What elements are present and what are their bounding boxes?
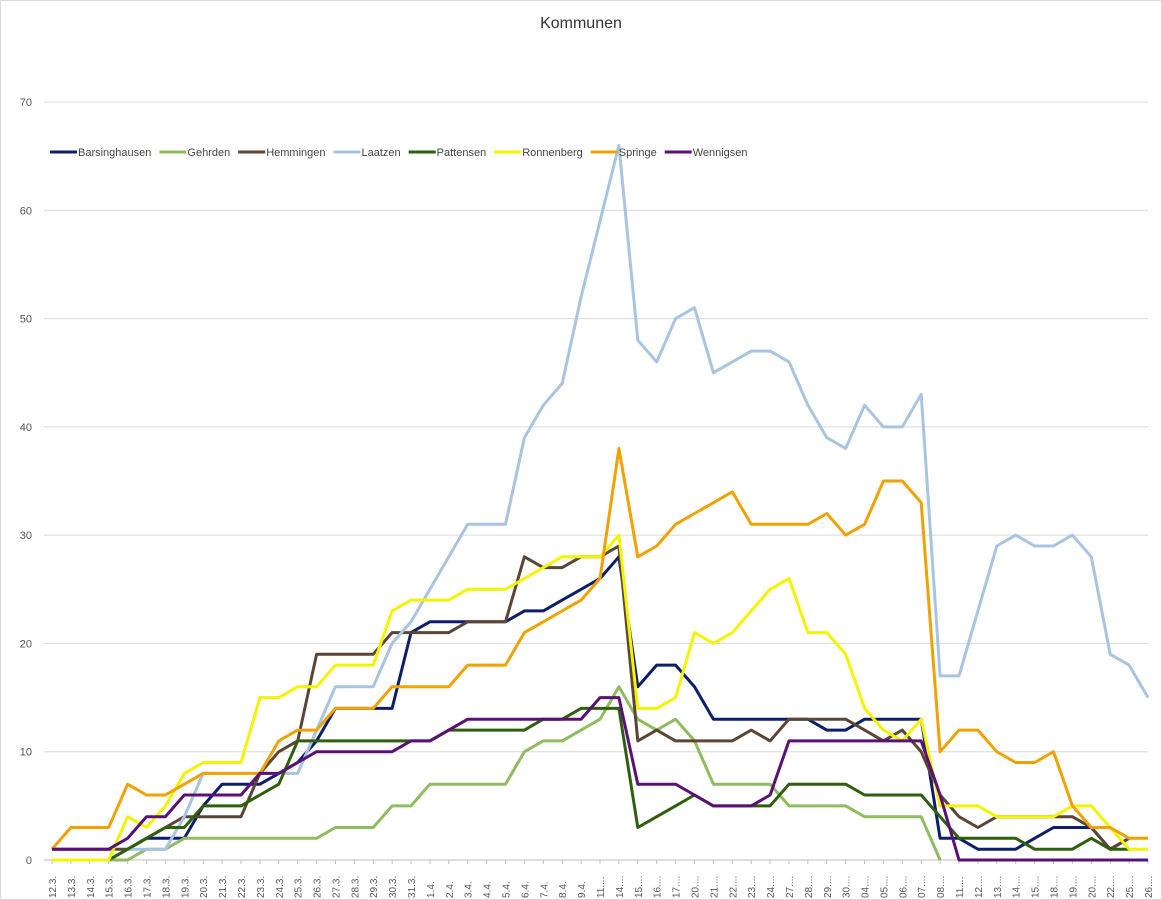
x-tick-label: 28.3. — [350, 876, 361, 898]
x-tick-label: 19.3. — [180, 876, 191, 898]
series-lines — [50, 143, 1150, 862]
x-tick-label: 4.4. — [483, 881, 494, 898]
series-line-gehrden — [52, 685, 942, 862]
y-axis-ticks: 0 10 20 30 40 50 60 70 — [20, 97, 32, 867]
x-tick-label: 12.3. — [48, 876, 59, 898]
y-tick-label: 50 — [20, 314, 32, 326]
x-tick-label: 22.3. — [237, 876, 248, 898]
legend-label: Barsinghausen — [78, 147, 151, 159]
y-tick-label: 20 — [20, 638, 32, 650]
gridlines — [44, 101, 1148, 861]
x-tick-label: 23.... — [747, 876, 758, 898]
legend-item-hemmingen: Hemmingen — [238, 147, 326, 159]
y-tick-label: 70 — [20, 97, 32, 109]
legend-item-gehrden: Gehrden — [159, 147, 230, 159]
x-tick-label: 06.... — [898, 876, 909, 898]
x-tick-label: 27.... — [785, 876, 796, 898]
x-tick-label: 14.3. — [86, 876, 97, 898]
x-tick-label: 11.... — [955, 877, 966, 899]
x-tick-label: 16.... — [653, 876, 664, 898]
x-tick-label: 13.... — [993, 876, 1004, 898]
series-line-barsinghausen — [52, 555, 1130, 862]
series-line-ronnenberg — [52, 533, 1148, 862]
x-tick-label: 21.... — [709, 876, 720, 898]
y-tick-label: 40 — [20, 422, 32, 434]
x-tick-label: 21.3. — [218, 876, 229, 898]
legend-label: Springe — [619, 147, 657, 159]
x-tick-label: 30.... — [842, 876, 853, 898]
x-tick-label: 28.... — [804, 876, 815, 898]
y-tick-label: 60 — [20, 205, 32, 217]
x-tick-label: 05.... — [879, 876, 890, 898]
x-axis-ticks: 12.3. 13.3. 14.3. 15.3. 16.3. 17.3. 18.3. 19.3.… — [48, 860, 1155, 898]
legend-label: Gehrden — [187, 147, 230, 159]
x-tick-label: 17.3. — [142, 876, 153, 898]
series-line-springe — [50, 447, 1148, 851]
legend-item-barsinghausen: Barsinghausen — [50, 147, 151, 159]
x-tick-label: 8.4. — [558, 881, 569, 898]
legend-label: Pattensen — [437, 147, 487, 159]
x-tick-label: 24.3. — [275, 876, 286, 898]
x-tick-label: 22.... — [728, 876, 739, 898]
legend-item-springe: Springe — [590, 147, 657, 159]
x-tick-label: 17.... — [672, 876, 683, 898]
legend-item-wennigsen: Wennigsen — [664, 147, 748, 159]
x-tick-label: 6.4. — [520, 881, 531, 898]
x-tick-label: 29.... — [823, 876, 834, 898]
x-tick-label: 15.... — [634, 876, 645, 898]
x-tick-label: 7.4. — [539, 881, 550, 898]
x-tick-label: 26.... — [1144, 876, 1155, 898]
x-tick-label: 27.3. — [331, 876, 342, 898]
x-tick-label: 08.... — [936, 876, 947, 898]
series-line-wennigsen — [52, 696, 1148, 862]
x-tick-label: 11.... — [596, 877, 607, 899]
legend: Barsinghausen Gehrden Hemmingen Laatzen Patt… — [50, 147, 748, 159]
x-tick-label: 13.3. — [67, 876, 78, 898]
x-tick-label: 25.... — [1125, 876, 1136, 898]
legend-label: Wennigsen — [693, 147, 748, 159]
x-tick-label: 31.3. — [407, 876, 418, 898]
x-tick-label: 5.4. — [502, 881, 513, 898]
x-tick-label: 1.4. — [426, 881, 437, 898]
x-tick-label: 18.3. — [161, 876, 172, 898]
x-tick-label: 29.3. — [369, 876, 380, 898]
x-tick-label: 15.3. — [105, 876, 116, 898]
y-tick-label: 30 — [20, 530, 32, 542]
x-tick-label: 22.... — [1106, 876, 1117, 898]
x-tick-label: 18.... — [1050, 876, 1061, 898]
x-tick-label: 24.... — [766, 876, 777, 898]
x-tick-label: 20.3. — [199, 876, 210, 898]
legend-item-pattensen: Pattensen — [408, 147, 487, 159]
chart-title: Kommunen — [540, 15, 622, 32]
series-line-laatzen — [52, 143, 1150, 862]
y-tick-label: 10 — [20, 747, 32, 759]
legend-label: Laatzen — [362, 147, 401, 159]
legend-label: Hemmingen — [266, 147, 325, 159]
x-tick-label: 23.3. — [256, 876, 267, 898]
x-tick-label: 15.... — [1031, 876, 1042, 898]
x-tick-label: 25.3. — [294, 876, 305, 898]
x-tick-label: 07.... — [917, 876, 928, 898]
x-tick-label: 04.... — [861, 876, 872, 898]
x-tick-label: 19.... — [1068, 876, 1079, 898]
x-tick-label: 26.3. — [313, 876, 324, 898]
legend-label: Ronnenberg — [522, 147, 583, 159]
y-tick-label: 0 — [26, 855, 32, 867]
x-tick-label: 20.... — [1087, 876, 1098, 898]
x-tick-label: 2.4. — [445, 881, 456, 898]
legend-item-ronnenberg: Ronnenberg — [494, 147, 583, 159]
x-tick-label: 12.... — [974, 876, 985, 898]
x-tick-label: 3.4. — [464, 881, 475, 898]
x-tick-label: 9.4. — [577, 881, 588, 898]
legend-item-laatzen: Laatzen — [333, 147, 401, 159]
x-tick-label: 16.3. — [124, 876, 135, 898]
x-tick-label: 14.... — [1012, 876, 1023, 898]
x-tick-label: 20.... — [690, 876, 701, 898]
x-tick-label: 30.3. — [388, 876, 399, 898]
x-tick-label: 14.... — [615, 876, 626, 898]
